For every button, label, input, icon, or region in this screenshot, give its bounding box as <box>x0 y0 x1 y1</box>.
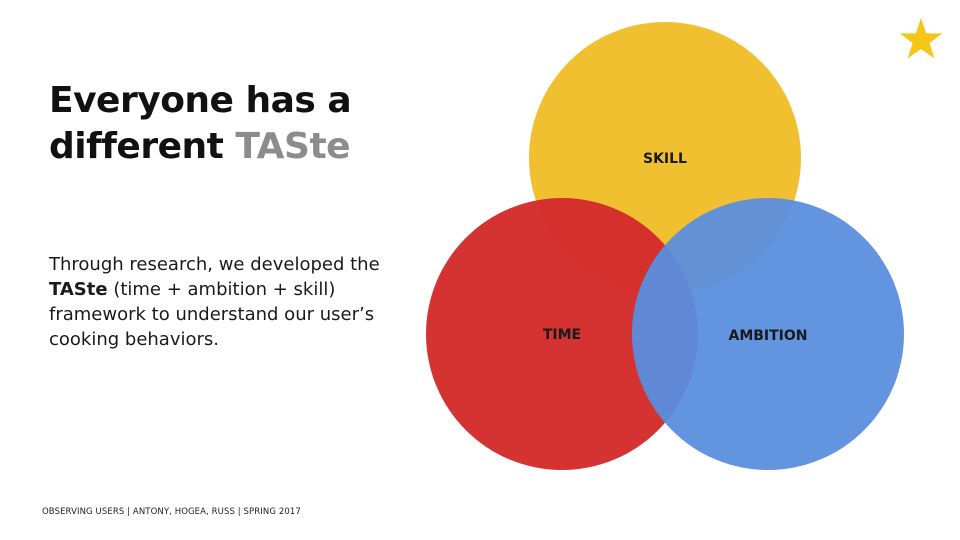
title-prefix: different <box>49 126 236 167</box>
body-text-bold: TASte <box>49 279 108 300</box>
star-icon <box>899 18 943 59</box>
ambition-circle <box>632 198 904 470</box>
body-text-pre: Through research, we developed the <box>49 254 380 275</box>
time-circle <box>426 198 698 470</box>
footer-text: OBSERVING USERS | ANTONY, HOGEA, RUSS | … <box>42 507 301 517</box>
title-highlight: TASte <box>235 126 351 167</box>
title-line-1: Everyone has a <box>49 80 352 121</box>
body-text-post: (time + ambition + skill) framework to u… <box>49 279 375 350</box>
body-paragraph: Through research, we developed the TASte… <box>49 252 389 352</box>
slide-title: Everyone has a different TASte <box>49 78 429 170</box>
time-label: TIME <box>543 327 581 343</box>
skill-label: SKILL <box>643 151 687 167</box>
ambition-label: AMBITION <box>728 328 807 344</box>
